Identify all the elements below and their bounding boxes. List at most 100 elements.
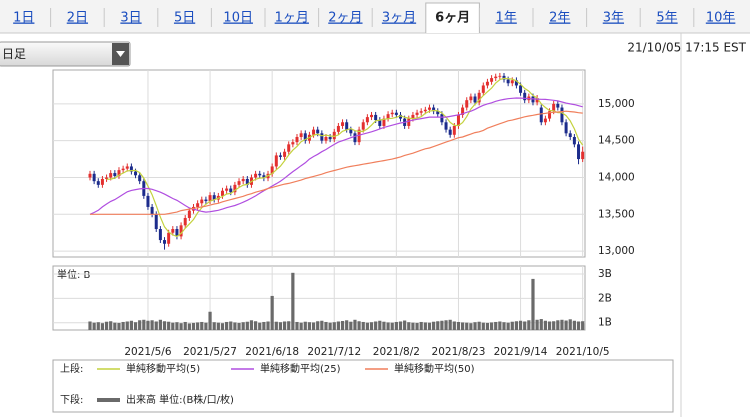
candle-body — [394, 112, 398, 115]
tab[interactable]: 1ヶ月 — [275, 11, 309, 26]
candle-body — [129, 166, 133, 172]
tab[interactable]: 5日 — [174, 11, 195, 26]
volume-bar — [113, 322, 117, 330]
volume-bar — [125, 321, 129, 330]
moving-average-line — [106, 77, 584, 238]
x-tick-label: 2021/7/12 — [307, 346, 361, 358]
tab[interactable]: 3年 — [603, 11, 624, 26]
y-tick-label: 14,500 — [598, 135, 635, 147]
volume-bar — [398, 321, 403, 330]
volume-bar — [324, 321, 328, 330]
candle-body — [204, 199, 208, 202]
volume-bar — [104, 321, 109, 330]
candle-body — [125, 166, 129, 169]
candle-body — [432, 107, 436, 112]
volume-bar — [229, 321, 233, 330]
candle-body — [353, 133, 357, 143]
candle-body — [535, 97, 539, 103]
volume-bar — [527, 320, 531, 330]
x-tick-label: 2021/9/14 — [494, 346, 548, 358]
tab[interactable]: 2年 — [549, 11, 570, 26]
candle-body — [560, 107, 564, 123]
tab[interactable]: 5年 — [656, 11, 677, 26]
tab[interactable]: 6ヶ月 — [435, 11, 470, 26]
candle-body — [473, 96, 477, 103]
candle-body — [498, 75, 502, 77]
x-tick-label: 2021/5/6 — [124, 346, 171, 358]
x-tick-label: 2021/10/5 — [556, 346, 610, 358]
volume-bar — [175, 322, 179, 330]
candle-body — [324, 136, 328, 141]
select-arrow — [116, 51, 125, 57]
volume-bar — [403, 320, 407, 330]
candle-body — [349, 129, 353, 134]
candle-body — [105, 177, 109, 179]
volume-bar — [353, 319, 357, 330]
volume-bar — [510, 321, 514, 330]
volume-bar — [386, 322, 390, 330]
candle-body — [519, 85, 523, 93]
volume-bar — [518, 320, 523, 330]
tab[interactable]: 3日 — [120, 11, 141, 26]
volume-bar — [316, 321, 320, 330]
volume-bar — [204, 322, 208, 330]
candle-body — [291, 142, 295, 145]
candle-body — [187, 210, 191, 218]
candle-body — [477, 92, 481, 103]
volume-bar — [88, 321, 92, 330]
candle-body — [490, 78, 494, 82]
candle-body — [510, 80, 514, 84]
candle-body — [370, 114, 374, 118]
volume-bar — [394, 321, 398, 330]
volume-bar — [365, 322, 369, 330]
legend-label: 単純移動平均(50) — [394, 362, 475, 375]
period-select[interactable]: 日足 — [0, 41, 131, 67]
candle-body — [158, 229, 162, 241]
candle-body — [163, 240, 167, 244]
volume-bar — [133, 322, 138, 330]
volume-bar — [187, 323, 191, 330]
tab[interactable]: 2ヶ月 — [328, 11, 362, 26]
tab[interactable]: 1年 — [496, 11, 517, 26]
volume-bar — [556, 320, 560, 330]
volume-bar — [572, 320, 576, 330]
candle-body — [514, 80, 518, 86]
volume-bar — [535, 319, 539, 330]
volume-bar — [303, 321, 307, 330]
candle-body — [179, 225, 183, 237]
moving-average-line — [89, 97, 583, 215]
candle-body — [245, 178, 249, 185]
volume-bar — [138, 320, 142, 330]
candle-body — [183, 217, 187, 226]
candle-body — [427, 107, 431, 110]
volume-bar — [452, 321, 456, 330]
volume-bar — [92, 322, 96, 330]
tab[interactable]: 3ヶ月 — [382, 11, 416, 26]
volume-bar — [481, 322, 485, 330]
volume-bar — [531, 278, 535, 330]
volume-bar — [183, 321, 187, 330]
volume-bar — [411, 322, 415, 330]
volume-bar — [547, 321, 552, 330]
volume-bar — [311, 322, 316, 330]
volume-bar — [456, 321, 461, 330]
legend-row-label: 下段: — [60, 393, 83, 406]
candle-body — [440, 114, 444, 123]
candle-body — [287, 144, 291, 152]
volume-bar — [448, 319, 452, 330]
volume-bar — [581, 321, 585, 330]
select-text: 日足 — [2, 47, 26, 61]
tab[interactable]: 10年 — [706, 11, 736, 26]
volume-bar — [129, 320, 133, 330]
volume-bar — [249, 320, 254, 330]
tab[interactable]: 10日 — [223, 11, 253, 26]
candle-body — [399, 114, 402, 119]
tab[interactable]: 1日 — [13, 11, 34, 26]
tab[interactable]: 2日 — [67, 11, 88, 26]
volume-bar — [121, 321, 125, 330]
candle-body — [109, 173, 113, 178]
volume-bar — [282, 321, 287, 330]
candle-body — [390, 112, 394, 115]
volume-bar — [262, 321, 266, 330]
candle-body — [146, 195, 150, 207]
